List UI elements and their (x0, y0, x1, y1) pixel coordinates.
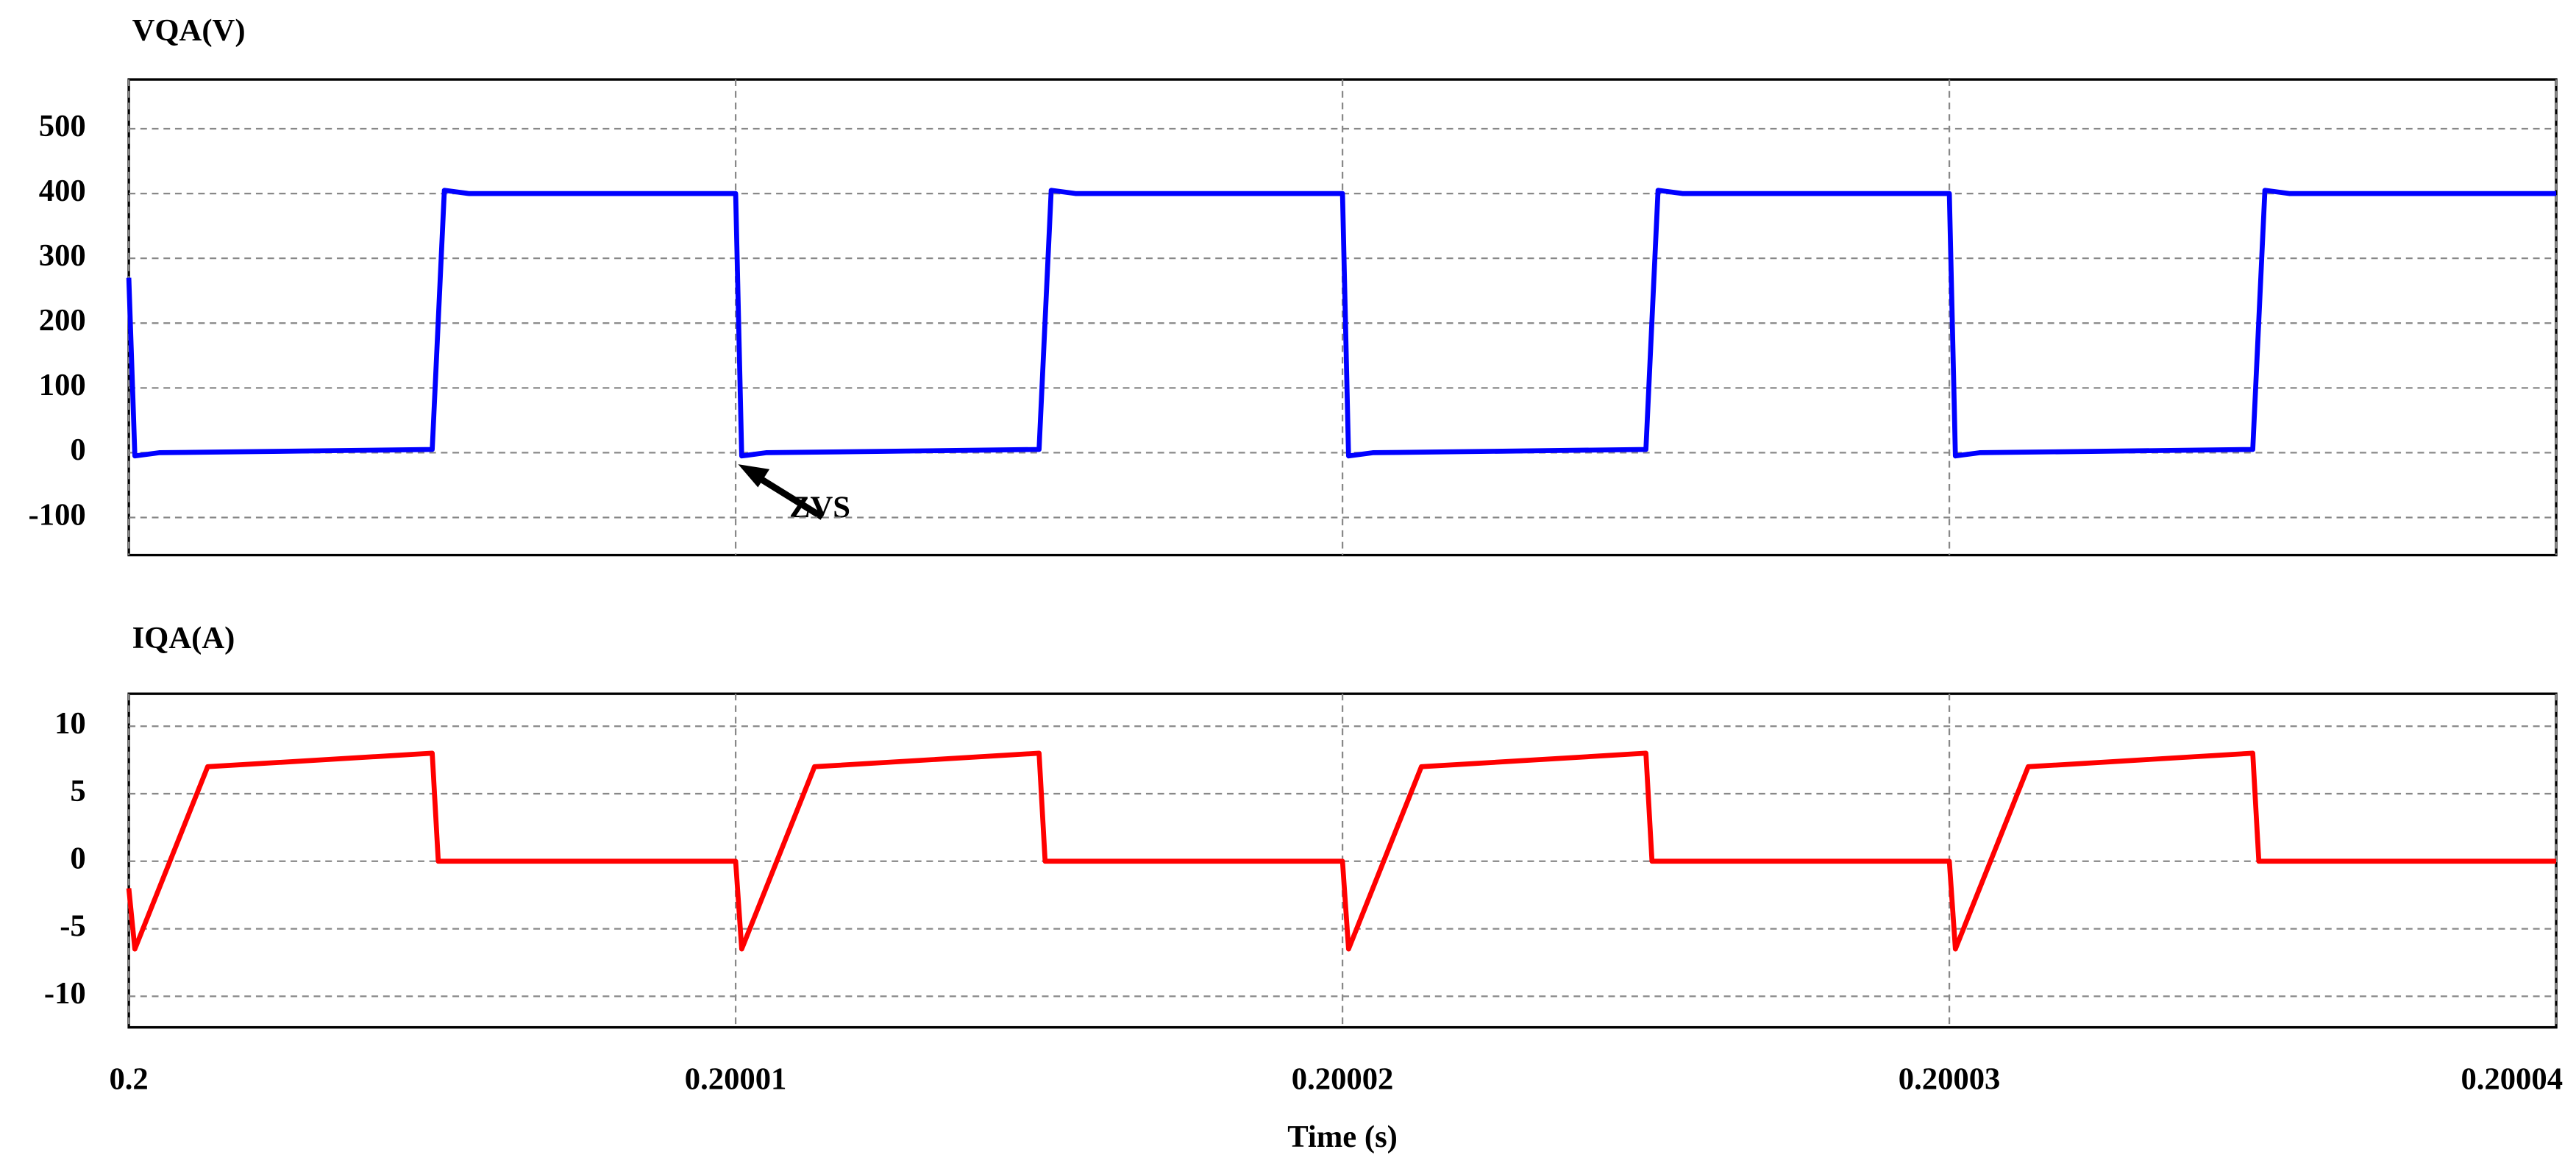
y-tick-label: -100 (29, 497, 86, 532)
series-line (126, 750, 2557, 952)
y-tick-label: 500 (39, 109, 86, 143)
y-tick-label: -10 (44, 976, 86, 1011)
y-tick-label: 300 (39, 238, 86, 273)
y-tick-label: 100 (39, 368, 86, 402)
annotation-arrow (751, 471, 825, 520)
y-tick-label: 200 (39, 303, 86, 338)
y-tick-label: 0 (70, 433, 85, 467)
x-tick-label: 0.20001 (685, 1061, 787, 1096)
series-title: VQA(V) (132, 13, 246, 48)
x-axis-label: Time (s) (1287, 1120, 1398, 1154)
series-title: IQA(A) (132, 621, 235, 655)
x-tick-label: 0.20004 (2461, 1061, 2563, 1096)
y-tick-label: 0 (70, 842, 85, 876)
y-tick-label: 10 (54, 706, 86, 741)
annotation-arrowhead (738, 464, 770, 488)
y-tick-label: 5 (70, 774, 85, 808)
y-tick-label: 400 (39, 174, 86, 208)
x-tick-label: 0.20003 (1899, 1061, 2001, 1096)
series-line (126, 188, 2557, 459)
x-tick-label: 0.20002 (1292, 1061, 1394, 1096)
annotation: ZVS (789, 491, 850, 525)
x-tick-label: 0.2 (109, 1061, 148, 1096)
y-tick-label: -5 (60, 908, 86, 943)
